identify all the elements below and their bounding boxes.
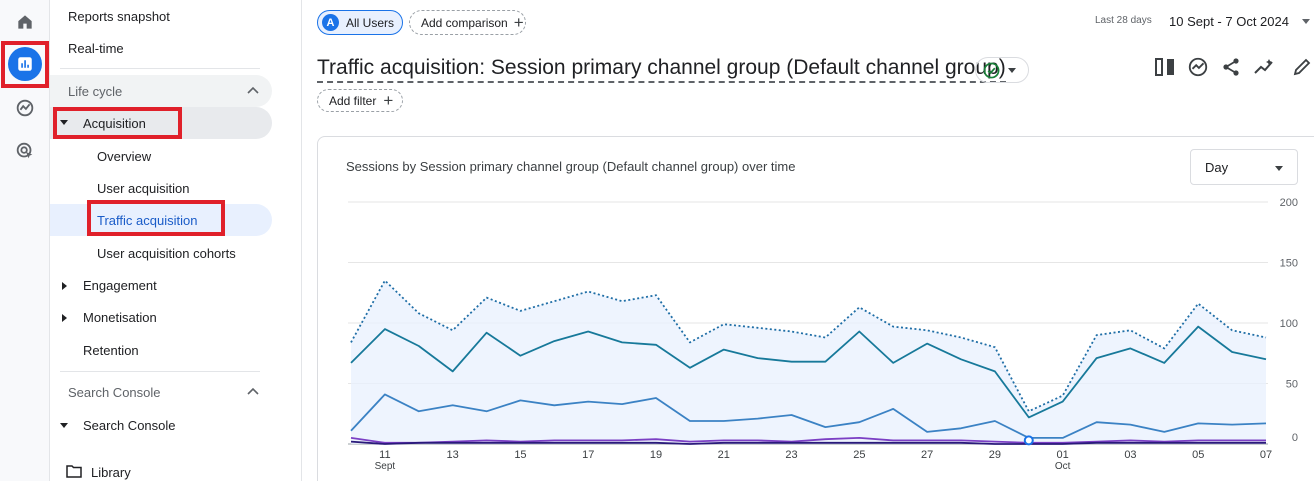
chevron-up-icon[interactable] — [247, 85, 259, 95]
x-tick-label: 13 — [447, 449, 459, 461]
series-line-channel-4 — [350, 440, 1266, 445]
x-tick-label: 19 — [650, 449, 662, 461]
nav-traffic-acquisition[interactable]: Traffic acquisition — [97, 213, 198, 228]
explore-icon[interactable] — [8, 91, 42, 125]
add-filter-button[interactable]: Add filter + — [317, 89, 403, 112]
x-tick-label: 21 — [718, 449, 730, 461]
caret-down-icon — [1275, 166, 1283, 171]
chevron-up-icon[interactable] — [247, 386, 259, 396]
series-line-channel-3 — [350, 436, 1266, 444]
nav-user-acquisition[interactable]: User acquisition — [97, 181, 190, 196]
plus-icon: + — [513, 13, 524, 32]
granularity-value: Day — [1205, 159, 1229, 175]
x-month-label: Oct — [1055, 461, 1071, 472]
y-tick-label: 50 — [1286, 379, 1298, 391]
report-status-dropdown[interactable] — [975, 57, 1029, 83]
pencil-icon[interactable] — [1290, 55, 1314, 79]
nav-lifecycle-section[interactable] — [50, 75, 272, 107]
segment-badge: A — [322, 14, 339, 31]
nav-monetisation[interactable]: Monetisation — [83, 310, 157, 325]
y-tick-label: 0 — [1292, 432, 1298, 444]
nav-divider — [60, 68, 260, 69]
series-line-channel-1 — [350, 325, 1267, 419]
segment-chip-all-users[interactable]: A All Users — [317, 10, 403, 35]
caret-down-icon — [1008, 67, 1016, 73]
x-tick-label: 05 — [1192, 449, 1204, 461]
nav-library[interactable]: Library — [91, 465, 131, 480]
add-comparison-label: Add comparison — [421, 15, 508, 30]
chart-title: Sessions by Session primary channel grou… — [346, 159, 796, 174]
nav-user-acquisition-cohorts[interactable]: User acquisition cohorts — [97, 246, 236, 261]
series-line-total — [350, 279, 1267, 413]
x-tick-label: 25 — [853, 449, 865, 461]
nav-search-console[interactable]: Search Console — [83, 418, 176, 433]
x-tick-label: 29 — [989, 449, 1001, 461]
date-range-picker[interactable]: 10 Sept - 7 Oct 2024 — [1169, 14, 1289, 29]
series-line-channel-2 — [350, 393, 1267, 439]
check-circle-icon — [983, 62, 1000, 78]
x-tick-label: 01 — [1057, 449, 1069, 461]
y-tick-label: 100 — [1280, 318, 1298, 330]
insights-icon[interactable] — [1186, 55, 1210, 79]
nav-engagement[interactable]: Engagement — [83, 278, 157, 293]
x-tick-label: 27 — [921, 449, 933, 461]
nav-retention[interactable]: Retention — [83, 343, 139, 358]
nav-divider — [60, 371, 260, 372]
x-tick-label: 07 — [1260, 449, 1272, 461]
x-tick-label: 15 — [514, 449, 526, 461]
x-tick-label: 23 — [785, 449, 797, 461]
x-month-label: Sept — [375, 461, 396, 472]
date-range-label: Last 28 days — [1095, 15, 1152, 26]
advertising-icon[interactable] — [8, 134, 42, 168]
segment-label: All Users — [346, 15, 395, 30]
nav-acquisition[interactable]: Acquisition — [83, 116, 146, 131]
add-filter-label: Add filter — [329, 93, 377, 108]
compare-icon[interactable] — [1153, 55, 1177, 79]
y-tick-label: 150 — [1280, 258, 1298, 270]
share-icon[interactable] — [1219, 55, 1243, 79]
reports-icon[interactable] — [8, 47, 42, 81]
nav-overview[interactable]: Overview — [97, 149, 152, 164]
annotation-marker[interactable] — [1023, 435, 1034, 446]
nav-lifecycle-header[interactable]: Life cycle — [68, 84, 123, 99]
nav-acquisition-row[interactable] — [50, 107, 272, 139]
caret-down-icon — [60, 120, 68, 125]
y-tick-label: 200 — [1280, 197, 1298, 209]
caret-down-icon[interactable] — [1302, 19, 1310, 24]
caret-right-icon — [62, 314, 67, 322]
page-title: Traffic acquisition: Session primary cha… — [317, 56, 1006, 83]
x-tick-label: 03 — [1124, 449, 1136, 461]
sparkle-trend-icon[interactable] — [1252, 55, 1276, 79]
plus-icon: + — [383, 91, 394, 110]
nav-realtime[interactable]: Real-time — [68, 41, 124, 56]
nav-reports-snapshot[interactable]: Reports snapshot — [68, 9, 170, 24]
nav-search-console-header[interactable]: Search Console — [68, 385, 161, 400]
caret-right-icon — [62, 282, 67, 290]
add-comparison-button[interactable]: Add comparison + — [409, 10, 526, 35]
x-tick-label: 11 — [379, 449, 390, 461]
caret-down-icon — [60, 423, 68, 428]
home-icon[interactable] — [8, 5, 42, 39]
side-nav: Reports snapshot Real-time Life cycle Ac… — [50, 0, 302, 481]
x-tick-label: 17 — [582, 449, 594, 461]
folder-icon — [66, 465, 82, 478]
granularity-select[interactable]: Day — [1190, 149, 1298, 185]
